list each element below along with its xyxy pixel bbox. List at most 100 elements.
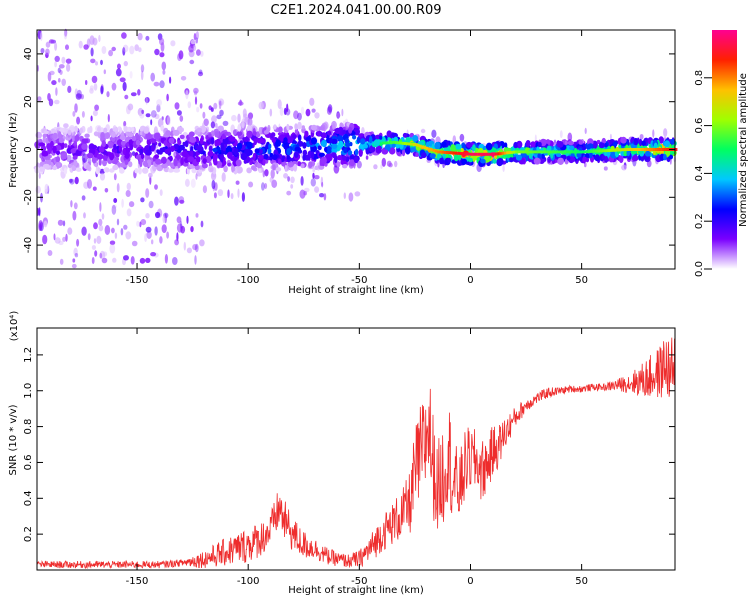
spectrogram-ridge-cell <box>419 144 422 148</box>
spectrogram-cell <box>421 152 427 159</box>
spectrogram-cell <box>174 143 180 150</box>
snr-plot-area <box>37 328 675 570</box>
spectrogram-ridge-cell <box>423 146 427 150</box>
spectrogram-speckle <box>93 222 98 230</box>
spectrogram-ridge-cell <box>650 148 653 151</box>
spectrogram-ridge-cell <box>621 148 624 152</box>
spectrogram-ridge-cell <box>508 151 511 155</box>
spectrogram-speckle <box>53 233 56 241</box>
spectrogram-speckle <box>65 58 72 64</box>
spectrogram-cell <box>94 162 98 168</box>
spectrogram-speckle <box>69 178 73 183</box>
spectrogram-speckle <box>87 179 92 189</box>
spectrogram-speckle <box>59 69 63 75</box>
spectrogram-cell <box>343 147 348 154</box>
spectrogram-speckle <box>162 69 166 75</box>
spectrogram-speckle <box>300 106 305 115</box>
spectrogram-speckle <box>40 48 45 54</box>
spectrogram-speckle <box>164 253 168 264</box>
spectrogram-speckle <box>159 52 165 58</box>
spectrogram-speckle <box>380 164 383 169</box>
spectrogram-speckle <box>144 233 148 242</box>
spectrogram-cell <box>450 144 456 153</box>
spectrogram-cell <box>47 147 52 155</box>
spectrogram-ridge-cell <box>543 150 547 154</box>
spectrogram-cell <box>344 142 351 148</box>
spectrogram-cell <box>227 151 233 159</box>
spectrogram-speckle <box>51 80 57 86</box>
spectrogram-speckle <box>199 239 205 247</box>
spectrogram-speckle <box>138 47 142 53</box>
spectrogram-speckle <box>54 55 60 63</box>
spectrogram-speckle <box>310 178 316 187</box>
spectrogram-cell <box>663 154 667 161</box>
spectrogram-cell <box>84 133 90 138</box>
spectrogram-cell <box>180 157 184 166</box>
spectrogram-speckle <box>57 67 61 74</box>
spectrogram-ridge-cell <box>481 152 484 156</box>
spectrogram-cell <box>653 142 658 149</box>
spectrogram-cell <box>52 165 58 171</box>
spectrogram-speckle <box>188 44 195 53</box>
spectrogram-speckle <box>258 101 264 110</box>
spectrogram-speckle <box>174 239 180 246</box>
spectrogram-speckle <box>300 176 304 186</box>
spectrogram-speckle <box>190 178 196 188</box>
spectrogram-ridge-cell <box>386 141 389 145</box>
spectrogram-cell <box>327 145 332 152</box>
spectrogram-cell <box>286 136 294 144</box>
spectrogram-speckle <box>47 93 51 101</box>
spectrogram-cell <box>209 167 214 172</box>
spectrogram-speckle <box>185 90 189 100</box>
spectrogram-cell <box>332 153 337 159</box>
spectrogram-cell <box>556 152 562 158</box>
spectrogram-cell <box>43 130 49 135</box>
spectrogram-cell <box>189 136 197 143</box>
spectrogram-cell <box>454 143 462 150</box>
spectrogram-speckle <box>104 188 109 193</box>
spectrogram-speckle <box>85 80 88 85</box>
spectrogram-cell <box>382 149 389 154</box>
spectrogram-cell <box>270 134 274 139</box>
spectrogram-cell <box>262 158 266 166</box>
figure-title: C2E1.2024.041.00.00.R09 <box>270 3 441 18</box>
spectrogram-cell <box>664 140 670 148</box>
spectrogram-speckle <box>193 33 197 41</box>
spectrogram-speckle <box>166 93 169 102</box>
spectrogram-speckle <box>125 190 131 197</box>
spectrogram-ridge-cell <box>652 148 656 151</box>
spectrogram-speckle <box>100 59 103 66</box>
spectrogram-ridge-cell <box>555 150 558 154</box>
spectrogram-cell <box>345 156 350 162</box>
snr-ytick-label: 0.8 <box>23 419 34 435</box>
spectrogram-cell <box>336 161 341 168</box>
spectrogram-speckle <box>72 111 76 117</box>
spectrogram-speckle <box>180 225 186 234</box>
spectrogram-speckle <box>145 35 150 41</box>
spectrogram-speckle <box>431 129 437 138</box>
spectrogram-speckle <box>211 115 217 124</box>
spectrogram-cell <box>90 144 98 150</box>
spectrogram-speckle <box>264 183 268 189</box>
spectrogram-speckle <box>341 108 344 117</box>
spectrogram-cell <box>375 145 382 154</box>
spectrogram-speckle <box>200 50 204 57</box>
spectrogram-cell <box>258 154 264 160</box>
spectrogram-cell <box>604 142 608 148</box>
spectrogram-cell <box>102 155 108 161</box>
spectrogram-ridge-cell <box>397 141 400 145</box>
spectrogram-cell <box>155 158 162 165</box>
spectrogram-ridge-cell <box>603 149 607 153</box>
spectrogram-ridge-cell <box>557 150 560 154</box>
spectrogram-speckle <box>113 173 117 181</box>
spectrogram-speckle <box>98 218 103 226</box>
spectrogram-ridge-cell <box>430 148 433 152</box>
spectrogram-speckle <box>63 30 68 40</box>
spectrogram-cell <box>166 142 171 148</box>
spectrogram-cell <box>348 126 353 134</box>
spectrogram-cell <box>74 134 80 142</box>
spectrogram-cell <box>272 164 276 171</box>
spectrogram-speckle <box>99 252 103 259</box>
spectrogram-cell <box>284 164 288 172</box>
